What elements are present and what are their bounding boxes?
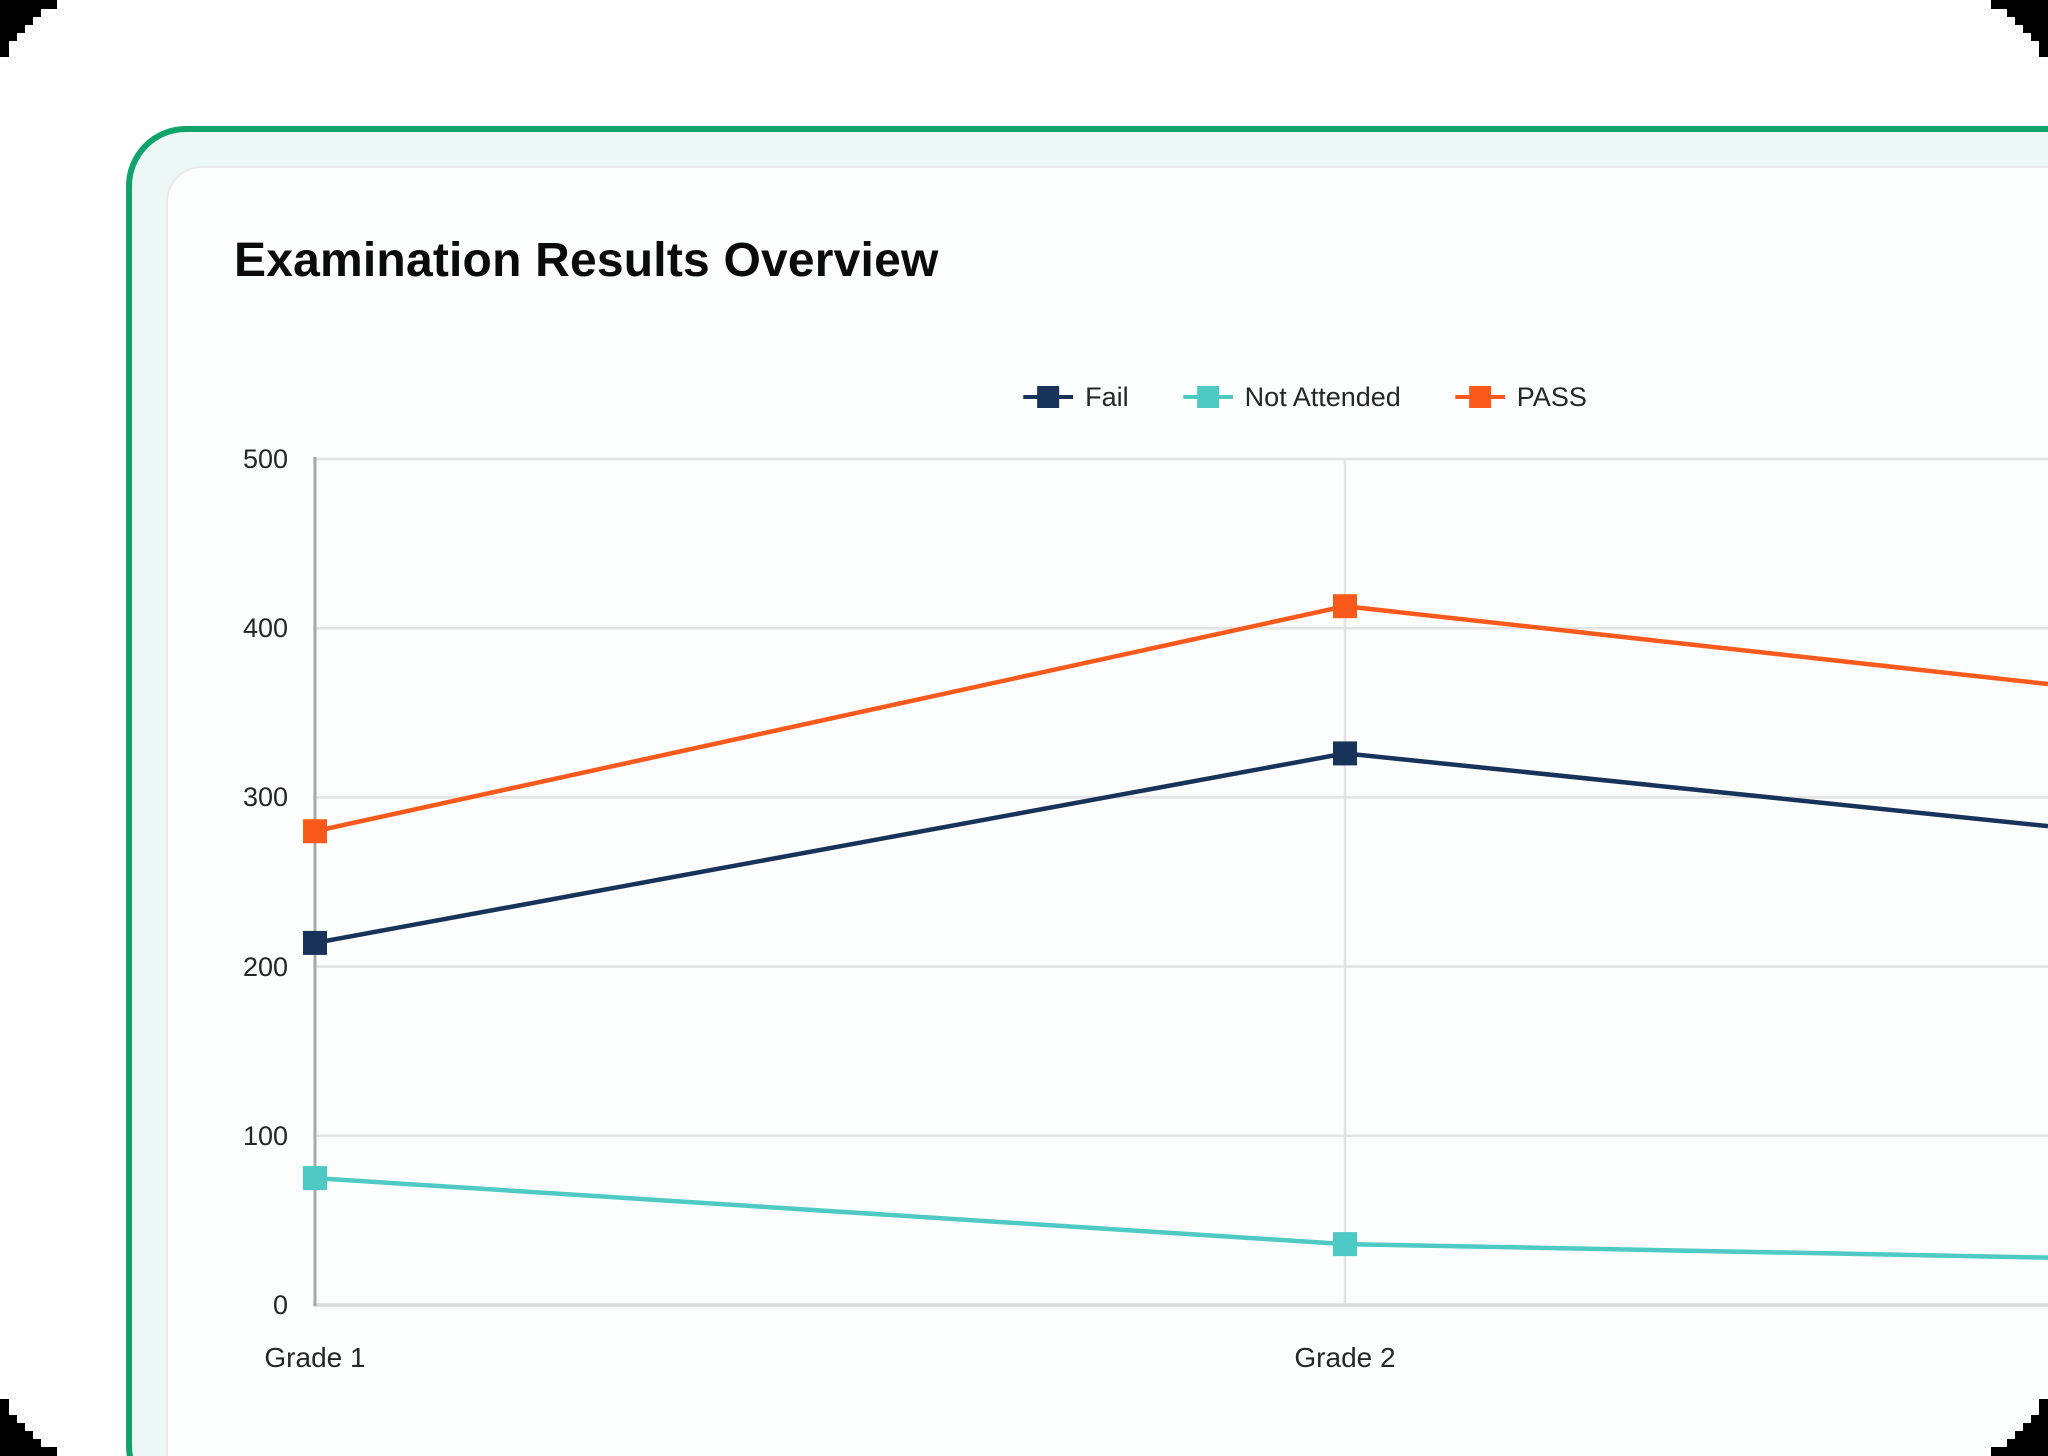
legend-item-fail[interactable]: Fail [1023,380,1129,414]
y-tick-label-0: 0 [272,1290,288,1320]
x-axis-label-grade-2: Grade 2 [1294,1342,1396,1373]
legend-marker-pass-icon [1454,386,1505,408]
legend-label-pass: PASS [1516,382,1587,412]
series-line-fail [314,751,2048,946]
screen-corner-mask-bottom-right [1991,1399,2048,1456]
series-marker-pass-grade-1 [303,819,327,844]
screen-corner-mask-bottom-left [0,1399,57,1456]
series-marker-pass-grade-2 [1333,594,1357,619]
legend-label-not-attended: Not Attended [1244,382,1401,412]
legend-item-not-attended[interactable]: Not Attended [1182,380,1401,414]
legend-item-pass[interactable]: PASS [1454,380,1587,414]
series-line-not-attended [314,1175,2048,1260]
y-tick-label-100: 100 [242,1120,288,1151]
y-tick-label-400: 400 [242,613,288,644]
y-tick-label-200: 200 [242,951,288,982]
screen-corner-mask-top-left [0,0,57,57]
y-tick-label-500: 500 [242,444,288,474]
results-card: Examination Results Overview Fail Not Att… [126,126,2048,1456]
legend-marker-fail-icon [1023,386,1074,408]
legend-marker-not-attended-icon [1182,386,1233,408]
legend-label-fail: Fail [1085,382,1129,412]
chart-legend: Fail Not Attended PASS [1023,380,1587,414]
page-title: Examination Results Overview [234,234,939,287]
screen-corner-mask-top-right [1991,0,2048,57]
line-chart-plot [303,457,2048,1307]
series-marker-not-attended-grade-2 [1333,1232,1357,1257]
y-tick-label-300: 300 [242,782,288,813]
series-marker-not-attended-grade-1 [303,1166,327,1191]
series-marker-fail-grade-1 [303,930,327,955]
series-marker-fail-grade-2 [1333,741,1357,766]
chart-panel: Examination Results Overview Fail Not Att… [166,166,2048,1456]
x-axis-label-grade-1: Grade 1 [264,1342,366,1373]
